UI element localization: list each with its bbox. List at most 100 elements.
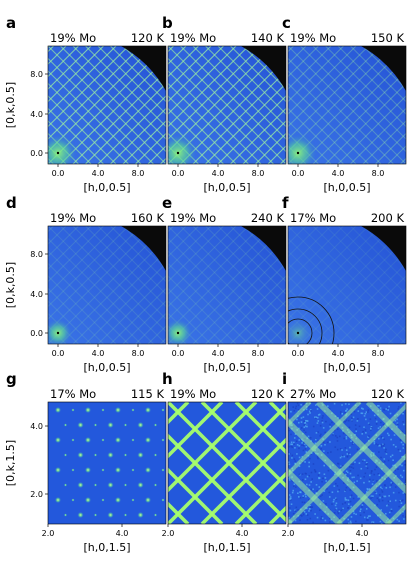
noise-pixel xyxy=(310,481,312,483)
panel-letter: h xyxy=(162,370,173,388)
noise-pixel xyxy=(386,407,389,410)
x-tick-label: 4.0 xyxy=(92,349,105,358)
bragg-peak xyxy=(77,511,84,519)
bragg-peak xyxy=(71,408,75,412)
noise-pixel xyxy=(397,468,399,470)
noise-pixel xyxy=(345,419,348,422)
noise-pixel xyxy=(295,405,298,408)
noise-pixel xyxy=(387,409,389,411)
noise-pixel xyxy=(380,444,383,446)
lattice-line xyxy=(288,287,344,344)
noise-pixel xyxy=(362,503,364,505)
noise-pixel xyxy=(337,512,340,515)
noise-pixel xyxy=(339,435,341,438)
noise-pixel xyxy=(387,500,390,503)
x-tick-label: 8.0 xyxy=(132,169,145,178)
noise-pixel xyxy=(392,464,394,467)
noise-pixel xyxy=(304,419,307,422)
noise-pixel xyxy=(330,451,332,453)
panel-f xyxy=(287,225,407,345)
noise-pixel xyxy=(398,505,400,508)
noise-pixel xyxy=(384,450,387,453)
lattice-line xyxy=(168,70,262,164)
noise-pixel xyxy=(312,521,314,524)
noise-pixel xyxy=(305,445,308,448)
panel-letter: f xyxy=(282,194,289,212)
lattice-line xyxy=(85,46,166,128)
bragg-peak xyxy=(144,466,152,474)
diffuse-rod xyxy=(200,402,286,489)
noise-pixel xyxy=(378,499,380,501)
noise-pixel xyxy=(335,498,338,500)
noise-pixel xyxy=(360,467,363,470)
bragg-peak xyxy=(101,438,105,442)
noise-pixel xyxy=(404,493,406,495)
bragg-peak xyxy=(123,513,128,517)
lattice-line xyxy=(288,70,382,164)
noise-pixel xyxy=(321,494,323,496)
noise-pixel xyxy=(316,416,319,419)
noise-pixel xyxy=(395,445,397,448)
noise-pixel xyxy=(401,455,403,458)
noise-pixel xyxy=(342,432,345,435)
bragg-peak xyxy=(107,421,114,429)
noise-pixel xyxy=(366,467,369,470)
noise-pixel xyxy=(361,506,363,508)
noise-pixel xyxy=(350,522,352,524)
lattice-line xyxy=(110,226,166,283)
panel-h xyxy=(167,401,287,525)
noise-pixel xyxy=(336,448,339,451)
bragg-peak xyxy=(63,453,68,457)
bragg-peak xyxy=(54,496,62,504)
y-tick-label: 2.0 xyxy=(30,490,43,499)
noise-pixel xyxy=(317,474,320,476)
x-tick-label: 4.0 xyxy=(236,529,249,538)
bragg-peak xyxy=(54,406,62,414)
lattice-line xyxy=(48,46,104,103)
noise-pixel xyxy=(341,454,344,457)
noise-pixel xyxy=(339,411,342,413)
noise-pixel xyxy=(316,456,319,458)
lattice-line xyxy=(0,226,4,344)
noise-pixel xyxy=(339,465,342,468)
noise-pixel xyxy=(316,516,319,519)
noise-pixel xyxy=(366,519,368,521)
noise-pixel xyxy=(294,460,297,462)
detector-edge xyxy=(361,46,406,91)
lattice-line xyxy=(411,46,415,164)
panel-frame xyxy=(47,45,167,165)
noise-pixel xyxy=(323,464,325,467)
noise-pixel xyxy=(394,469,396,472)
noise-pixel xyxy=(288,507,291,509)
noise-pixel xyxy=(380,421,382,424)
noise-pixel xyxy=(374,468,376,471)
bragg-peak xyxy=(63,513,68,517)
noise-pixel xyxy=(315,416,318,419)
noise-pixel xyxy=(288,461,290,464)
noise-pixel xyxy=(388,512,391,515)
noise-pixel xyxy=(314,417,317,419)
noise-pixel xyxy=(403,518,405,520)
noise-pixel xyxy=(365,411,368,413)
lattice-line xyxy=(288,46,406,164)
noise-pixel xyxy=(398,520,400,522)
y-tick-label: 8.0 xyxy=(30,250,43,259)
noise-pixel xyxy=(304,448,307,450)
noise-pixel xyxy=(377,444,379,446)
noise-pixel xyxy=(383,447,385,449)
x-axis-label: [h,0,0.5] xyxy=(83,181,130,194)
noise-pixel xyxy=(377,427,380,430)
noise-pixel xyxy=(402,412,404,415)
x-tick-label: 4.0 xyxy=(332,169,345,178)
lattice-line xyxy=(411,46,415,164)
noise-pixel xyxy=(301,442,303,444)
noise-pixel xyxy=(293,483,296,486)
bragg-peak xyxy=(123,423,128,427)
noise-pixel xyxy=(308,484,311,486)
noise-pixel xyxy=(303,420,305,423)
noise-pixel xyxy=(305,408,308,411)
noise-pixel xyxy=(380,436,383,438)
origin-glow xyxy=(48,318,73,344)
noise-pixel xyxy=(308,465,310,468)
noise-pixel xyxy=(339,456,342,459)
